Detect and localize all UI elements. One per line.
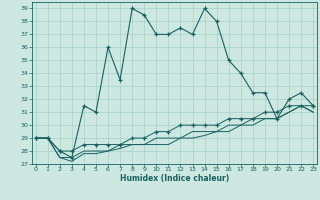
X-axis label: Humidex (Indice chaleur): Humidex (Indice chaleur) xyxy=(120,174,229,183)
